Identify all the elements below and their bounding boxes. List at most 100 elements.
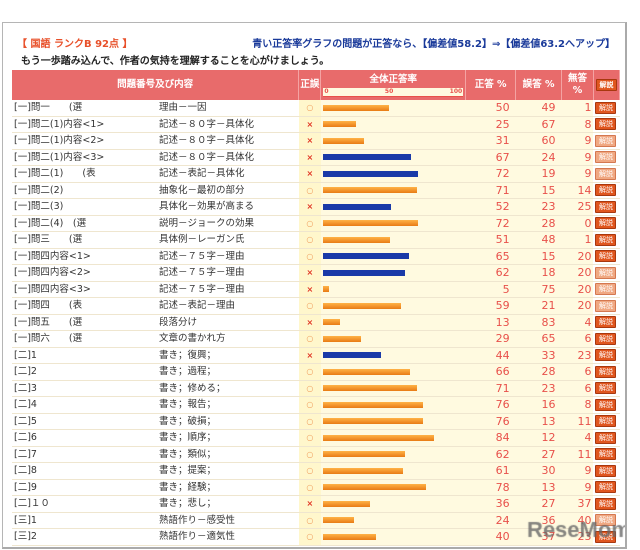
wrong-pct: 16 xyxy=(515,396,562,414)
question-number: [二]9 xyxy=(14,481,37,493)
correct-mark-icon: ○ xyxy=(298,462,321,480)
rate-bar-cell xyxy=(320,116,466,133)
explain-cell: 解説 xyxy=(593,231,620,249)
rate-bar-cell xyxy=(320,215,466,232)
explain-cell: 解説 xyxy=(593,165,620,183)
explain-button[interactable]: 解説 xyxy=(595,151,617,164)
table-row: [二]9 書き；経験； ○ 78 13 9 解説 xyxy=(12,479,620,496)
question-content: 書き；破損； xyxy=(159,415,217,427)
wrong-pct: 23 xyxy=(515,380,562,397)
rate-bar-cell xyxy=(320,479,466,496)
explain-button[interactable]: 解説 xyxy=(595,134,617,147)
explain-cell: 解説 xyxy=(593,264,620,282)
question-number: [二]2 xyxy=(14,366,37,378)
explain-cell: 解説 xyxy=(593,462,620,480)
rate-bar-cell xyxy=(320,512,466,529)
explain-button[interactable]: 解説 xyxy=(595,415,617,428)
table-row: [一]問四 (表 記述－表記－理由 ○ 59 21 20 解説 xyxy=(12,297,620,315)
explain-button[interactable]: 解説 xyxy=(595,530,617,543)
explain-cell: 解説 xyxy=(593,446,620,463)
table-row: [二]1 書き；復興； × 44 33 23 解説 xyxy=(12,347,620,364)
question-number: [一]問二(3) xyxy=(14,201,64,213)
explain-button[interactable]: 解説 xyxy=(595,184,617,197)
explain-button[interactable]: 解説 xyxy=(595,316,617,329)
question-content: 文章の書かれ方 xyxy=(159,333,226,345)
correct-mark-icon: ○ xyxy=(298,182,321,199)
scale-100: 100 xyxy=(449,87,463,95)
explain-button[interactable]: 解説 xyxy=(595,382,617,395)
explain-button[interactable]: 解説 xyxy=(595,448,617,461)
table-row: [一]問二(3) 具体化－効果が高まる × 52 23 25 解説 xyxy=(12,198,620,216)
wrong-pct: 65 xyxy=(515,330,562,348)
explain-button[interactable]: 解説 xyxy=(595,233,617,246)
rate-bar xyxy=(322,533,376,540)
explain-button[interactable]: 解説 xyxy=(595,250,617,263)
wrong-mark-icon: × xyxy=(298,116,321,133)
blank-pct: 6 xyxy=(561,380,594,397)
blank-pct: 9 xyxy=(561,149,594,166)
explain-button[interactable]: 解説 xyxy=(595,514,617,527)
question-number: [二]7 xyxy=(14,448,37,460)
explain-button[interactable]: 解説 xyxy=(595,200,617,213)
blank-pct: 9 xyxy=(561,462,594,480)
question-content: 熟語作り－感受性 xyxy=(159,514,236,526)
correct-pct: 13 xyxy=(465,314,516,331)
explain-button[interactable]: 解説 xyxy=(595,398,617,411)
col-mark: 正誤 xyxy=(298,70,322,100)
wrong-pct: 67 xyxy=(515,116,562,133)
explain-cell: 解説 xyxy=(593,100,620,117)
explain-button[interactable]: 解説 xyxy=(595,167,617,180)
correct-pct: 65 xyxy=(465,248,516,265)
explain-cell: 解説 xyxy=(593,116,620,133)
explain-button[interactable]: 解説 xyxy=(595,217,617,230)
explain-button[interactable]: 解説 xyxy=(595,283,617,296)
question-cell: [二]9 書き；経験； xyxy=(12,479,299,496)
explain-button[interactable]: 解説 xyxy=(595,431,617,444)
explain-button[interactable]: 解説 xyxy=(595,349,617,362)
question-cell: [二]7 書き；類似； xyxy=(12,446,299,463)
explain-button[interactable]: 解説 xyxy=(595,332,617,345)
explain-cell: 解説 xyxy=(593,495,620,513)
blank-pct: 11 xyxy=(561,446,594,463)
explain-button[interactable]: 解説 xyxy=(595,481,617,494)
question-content: 記述－８０字－具体化 xyxy=(159,135,255,147)
rate-bar xyxy=(322,401,424,408)
wrong-pct: 27 xyxy=(515,446,562,463)
explain-cell: 解説 xyxy=(593,380,620,397)
rate-bar-cell xyxy=(320,281,466,298)
table-row: [一]問一 (選 理由－一因 ○ 50 49 1 解説 xyxy=(12,100,620,117)
question-number: [二]1 xyxy=(14,349,37,361)
correct-pct: 62 xyxy=(465,264,516,282)
wrong-pct: 30 xyxy=(515,462,562,480)
rate-bar-cell xyxy=(320,528,466,546)
explain-cell: 解説 xyxy=(593,314,620,331)
correct-pct: 25 xyxy=(465,116,516,133)
question-content: 書き；修める； xyxy=(159,382,226,394)
correct-pct: 76 xyxy=(465,396,516,414)
question-cell: [一]問六 (選 文章の書かれ方 xyxy=(12,330,299,348)
explain-cell: 解説 xyxy=(593,347,620,364)
explain-button[interactable]: 解説 xyxy=(595,299,617,312)
correct-pct: 71 xyxy=(465,380,516,397)
explain-button[interactable]: 解説 xyxy=(595,118,617,131)
wrong-pct: 48 xyxy=(515,231,562,249)
explain-button[interactable]: 解説 xyxy=(595,497,617,510)
wrong-mark-icon: × xyxy=(298,132,321,150)
correct-pct: 59 xyxy=(465,297,516,315)
table-row: [一]問二(1) (表 記述－表記－具体化 × 72 19 9 解説 xyxy=(12,165,620,183)
wrong-mark-icon: × xyxy=(298,149,321,166)
question-content: 記述－表記－具体化 xyxy=(159,168,245,180)
blank-pct: 0 xyxy=(561,215,594,232)
question-number: [三]1 xyxy=(14,514,37,526)
question-number: [一]問二(1)内容<2> xyxy=(14,135,105,147)
explain-button[interactable]: 解説 xyxy=(595,464,617,477)
wrong-mark-icon: × xyxy=(298,281,321,298)
wrong-pct: 13 xyxy=(515,413,562,430)
correct-pct: 76 xyxy=(465,413,516,430)
table-row: [一]問六 (選 文章の書かれ方 ○ 29 65 6 解説 xyxy=(12,330,620,348)
rate-bar-cell xyxy=(320,100,466,117)
explain-button[interactable]: 解説 xyxy=(595,365,617,378)
explain-button[interactable]: 解説 xyxy=(595,101,617,114)
correct-pct: 72 xyxy=(465,215,516,232)
explain-button[interactable]: 解説 xyxy=(595,266,617,279)
